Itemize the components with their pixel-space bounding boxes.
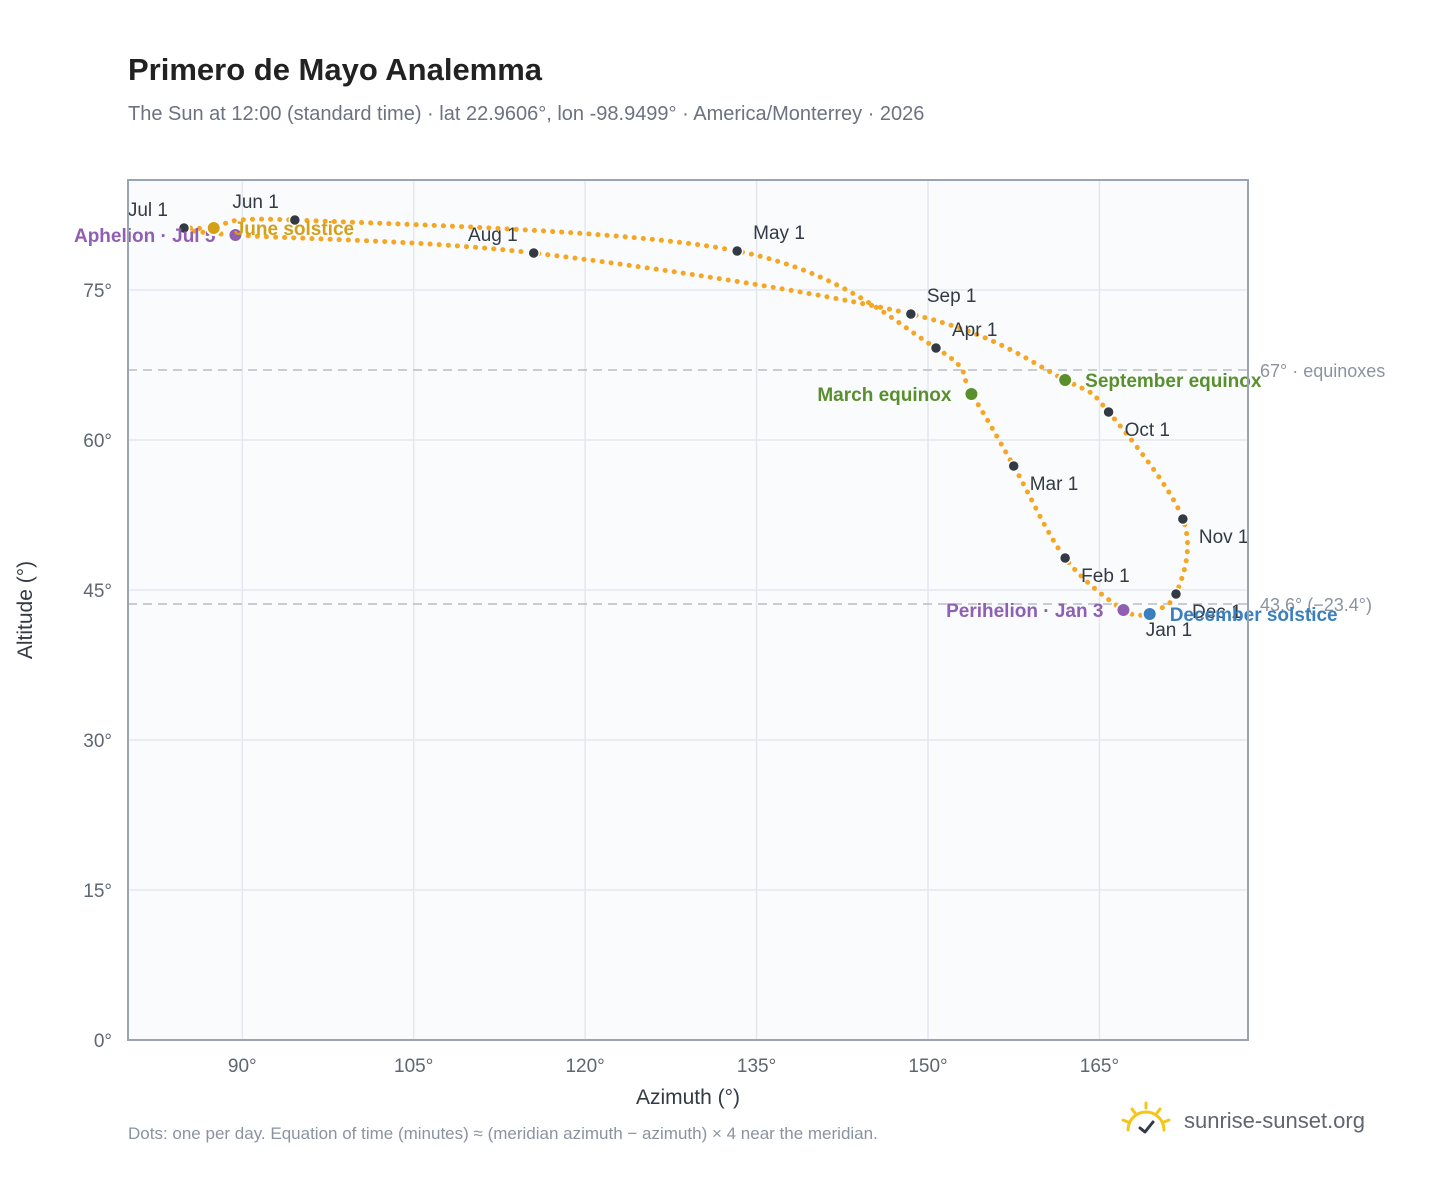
x-tick-label: 135° [737,1056,776,1077]
event-marker-label: September equinox [1085,371,1262,392]
month-marker-dot [288,213,302,227]
month-marker-dot [929,341,943,355]
y-tick-label: 15° [83,881,112,902]
plot-area [128,180,1248,1040]
month-marker-dot [1169,587,1183,601]
x-tick-label: 105° [394,1056,433,1077]
event-marker-dot [1115,602,1132,618]
x-tick-label: 150° [908,1056,947,1077]
footnote: Dots: one per day. Equation of time (min… [128,1124,878,1143]
event-marker-dot [205,220,222,236]
month-marker-dot [1058,551,1072,565]
brand[interactable]: sunrise-sunset.org [1120,1100,1365,1141]
plot-frame [127,179,1249,1041]
x-tick-label: 165° [1080,1056,1119,1077]
month-marker-label: Sep 1 [927,286,977,307]
month-marker-dot [177,221,191,235]
month-marker-dot [527,246,540,260]
month-marker-label: Nov 1 [1199,527,1249,548]
month-marker-dot [904,307,918,321]
x-tick-label: 120° [565,1056,604,1077]
month-marker-dot [1102,405,1115,419]
sun-logo-icon [1120,1100,1172,1141]
month-marker-label: Dec 1 [1192,602,1242,623]
event-marker-dot [963,386,980,402]
event-marker-dot [1141,606,1158,622]
month-marker-label: Feb 1 [1081,566,1130,587]
y-tick-label: 60° [83,431,112,452]
month-marker-label: Jun 1 [232,192,278,213]
brand-name[interactable]: sunrise-sunset.org [1184,1107,1365,1133]
y-axis-title: Altitude (°) [14,561,37,659]
event-marker-dot [227,227,244,243]
month-marker-dot [1176,512,1190,526]
month-marker-label: Apr 1 [952,320,997,341]
month-marker-label: May 1 [753,223,805,244]
event-marker-dot [1057,372,1074,388]
month-marker-label: Oct 1 [1125,420,1170,441]
reference-line-label: 43.6° (−23.4°) [1260,595,1372,615]
reference-line-label: 67° · equinoxes [1260,361,1385,381]
y-tick-label: 45° [83,581,112,602]
month-markers: Jan 1 Feb 1 Mar 1 Apr 1 May 1 Jun 1 Jul 1 Aug 1… [128,192,1249,641]
x-axis-title: Azimuth (°) [636,1086,740,1109]
y-tick-label: 0° [94,1031,112,1052]
event-marker-label: June solstice [234,219,354,240]
event-marker-label: Perihelion · Jan 3 [946,601,1103,622]
chart-title: Primero de Mayo Analemma [128,52,543,87]
reference-lines: 67° · equinoxes 43.6° (−23.4°) [128,361,1385,615]
month-marker-label: Aug 1 [468,225,518,246]
event-marker-label: December solstice [1170,605,1338,626]
y-tick-label: 75° [83,281,112,302]
event-markers: Aphelion · Jul 5 June solstice March equin… [74,219,1338,626]
month-marker-dot [730,244,744,258]
month-marker-dot [1007,459,1020,473]
event-marker-label: March equinox [817,385,952,406]
chart-subtitle: The Sun at 12:00 (standard time) · lat 2… [128,103,925,125]
event-marker-label: Aphelion · Jul 5 [74,226,216,247]
y-tick-label: 30° [83,731,112,752]
axes: 90° 105° 120° 135° 150° 165° 0° 15° 30° 45° 60° 75°… [14,281,1119,1109]
x-tick-label: 90° [228,1056,257,1077]
month-marker-label: Mar 1 [1030,474,1079,495]
month-marker-label: Jul 1 [128,200,168,221]
month-marker-label: Jan 1 [1146,620,1192,641]
